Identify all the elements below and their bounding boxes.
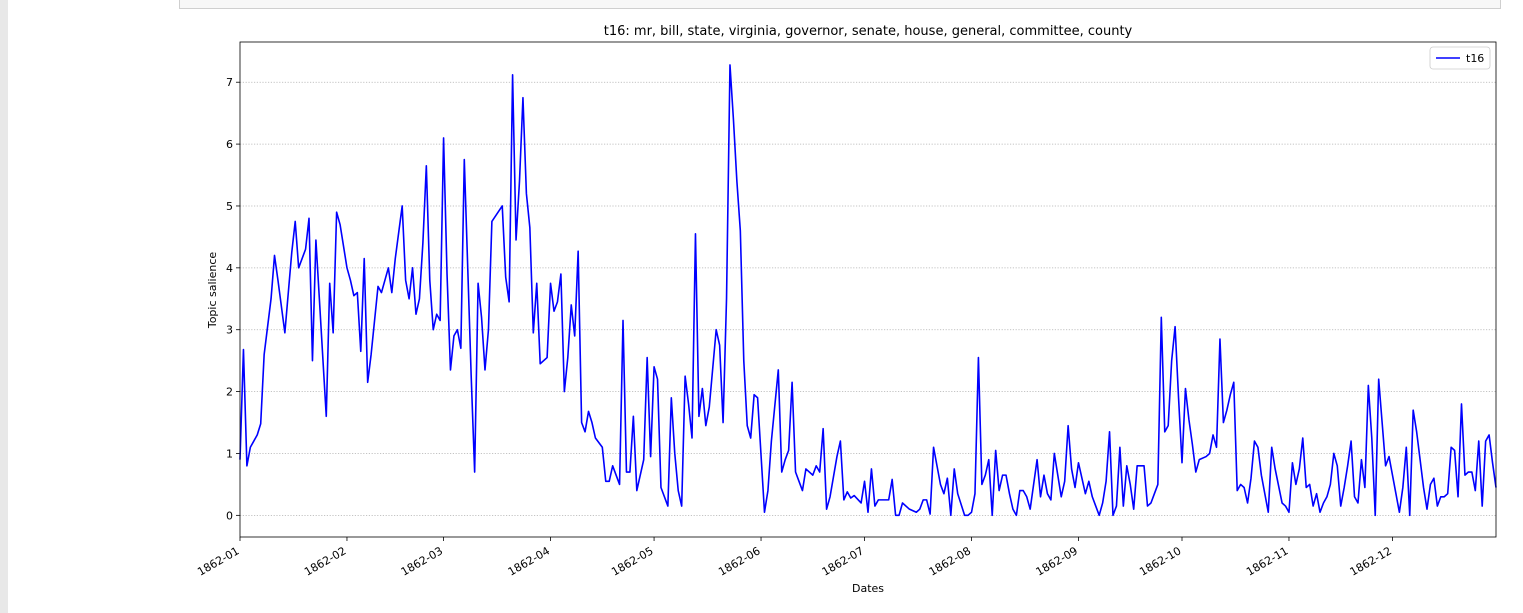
y-axis-label: Topic salience [206,252,219,330]
plot-frame [239,41,1497,538]
legend-label-t16: t16 [1466,52,1484,65]
chart-title: t16: mr, bill, state, virginia, governor… [604,24,1133,39]
x-tick-label: 1862-01 [195,544,241,578]
y-tick-label: 7 [226,76,233,89]
y-tick-label: 4 [226,262,233,275]
x-tick-label: 1862-03 [399,544,445,578]
y-tick-label: 0 [226,509,233,522]
y-tick-label: 3 [226,324,233,337]
x-tick-label: 1862-07 [820,544,866,578]
x-axis-label: Dates [852,582,884,595]
x-axis-ticks: 1862-01 1862-02 1862-03 1862-04 1862-05 1862-… [195,537,1394,579]
notebook-left-gutter [0,0,8,613]
y-tick-label: 2 [226,386,233,399]
x-tick-label: 1862-06 [716,544,762,578]
x-tick-label: 1862-02 [302,544,348,578]
x-tick-label: 1862-04 [506,544,552,578]
plot-area-background [240,42,1496,537]
x-tick-label: 1862-05 [609,544,655,578]
y-tick-label: 5 [226,200,233,213]
x-tick-label: 1862-08 [927,544,973,578]
grid-lines [240,81,1496,516]
legend: t16 [1429,46,1491,70]
x-tick-label: 1862-10 [1137,544,1183,578]
x-tick-label: 1862-09 [1034,544,1080,578]
y-tick-label: 6 [226,138,233,151]
y-axis-ticks: 0 1 2 3 4 5 6 7 [226,76,240,522]
x-tick-label: 1862-11 [1244,544,1290,578]
series-line-t16 [239,64,1497,517]
x-tick-label: 1862-12 [1348,544,1394,578]
notebook-cell-input-area[interactable] [179,0,1501,9]
y-tick-label: 1 [226,447,233,460]
